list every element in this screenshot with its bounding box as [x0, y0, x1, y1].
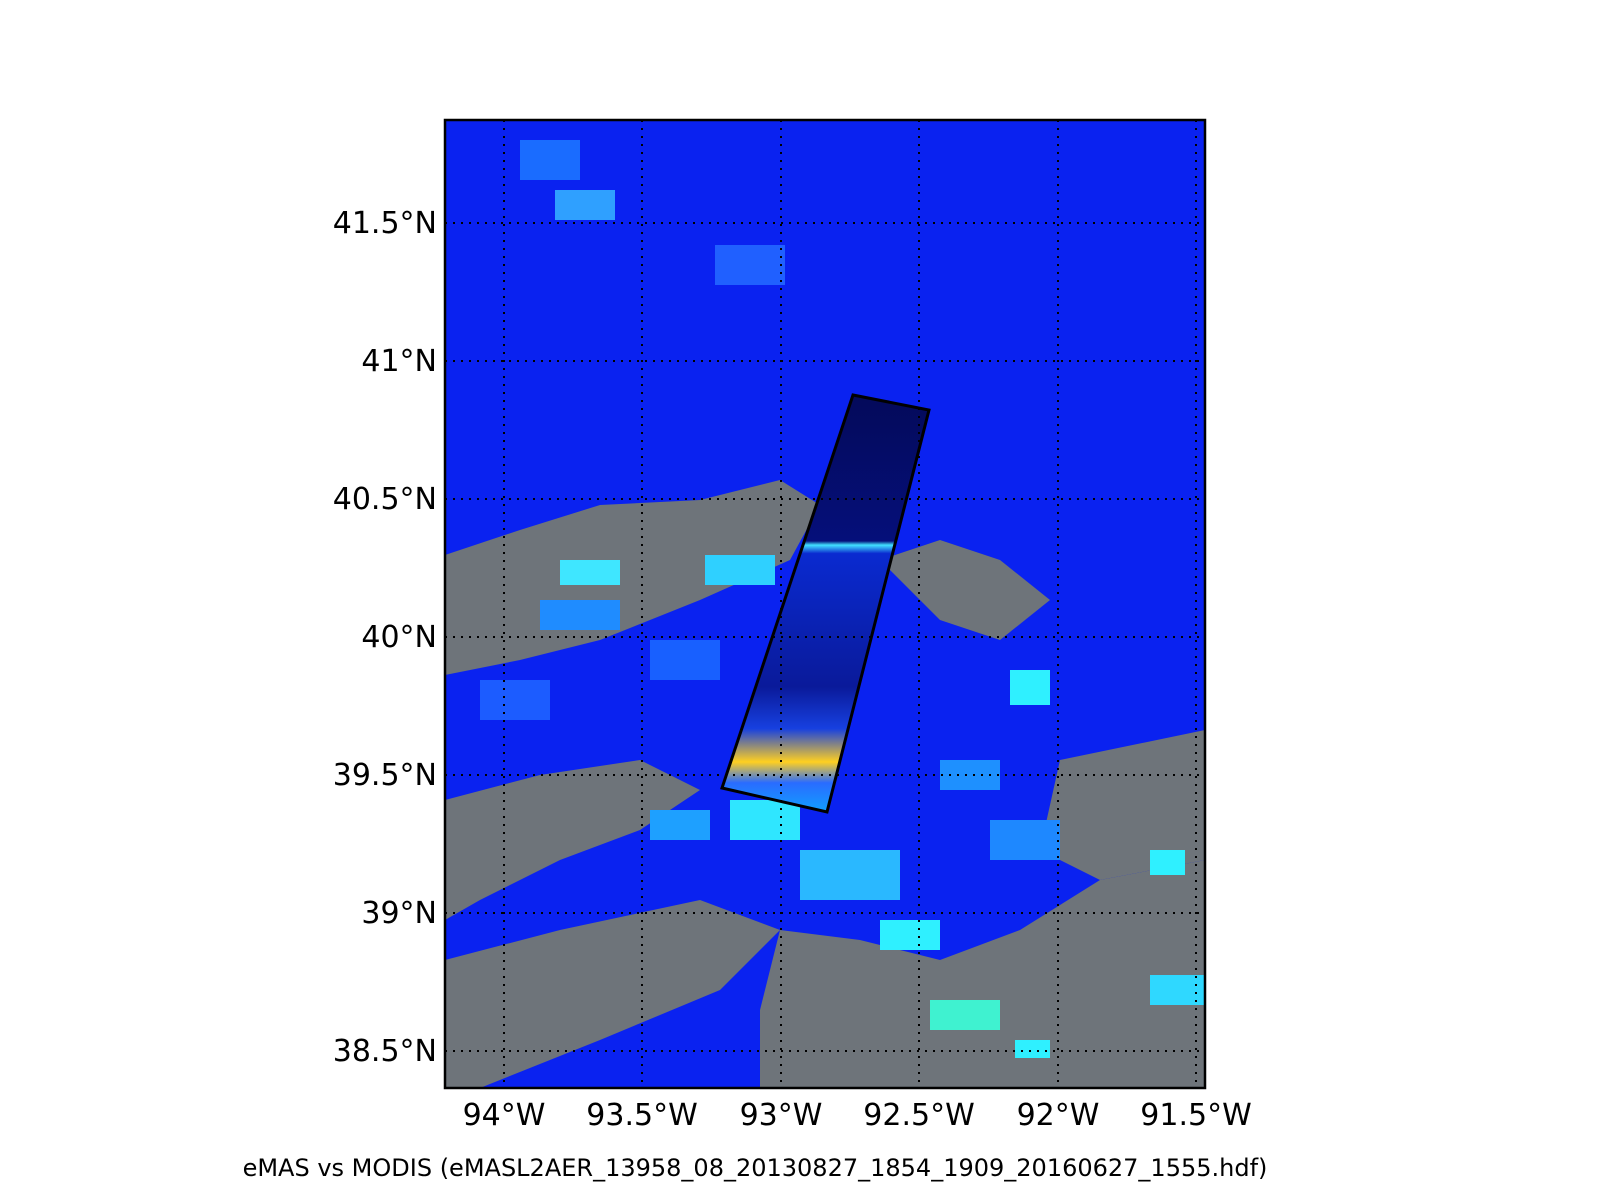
lat-label: 40°N [361, 620, 437, 655]
lat-label: 41°N [361, 344, 437, 379]
cloud-regions [445, 480, 1205, 1088]
lon-label: 92°W [1017, 1098, 1100, 1133]
lon-label: 93°W [740, 1098, 823, 1133]
graticule [445, 120, 1205, 1088]
lat-label: 39.5°N [333, 758, 437, 793]
lon-label: 94°W [463, 1098, 546, 1133]
figure-caption: eMAS vs MODIS (eMASL2AER_13958_08_201308… [243, 1154, 1268, 1182]
lat-label: 38.5°N [333, 1034, 437, 1069]
lat-label: 40.5°N [333, 482, 437, 517]
lat-label: 41.5°N [333, 206, 437, 241]
map-plot-area [445, 120, 1205, 1088]
lon-label: 91.5°W [1140, 1098, 1251, 1133]
map-frame [443, 118, 1207, 1090]
longitude-labels: 94°W 93.5°W 93°W 92.5°W 92°W 91.5°W [463, 1098, 1252, 1133]
aerosol-patches [480, 140, 1205, 1058]
lon-label: 92.5°W [863, 1098, 974, 1133]
lon-label: 93.5°W [586, 1098, 697, 1133]
latitude-labels: 41.5°N 41°N 40.5°N 40°N 39.5°N 39°N 38.5… [333, 206, 437, 1069]
lat-label: 39°N [361, 896, 437, 931]
